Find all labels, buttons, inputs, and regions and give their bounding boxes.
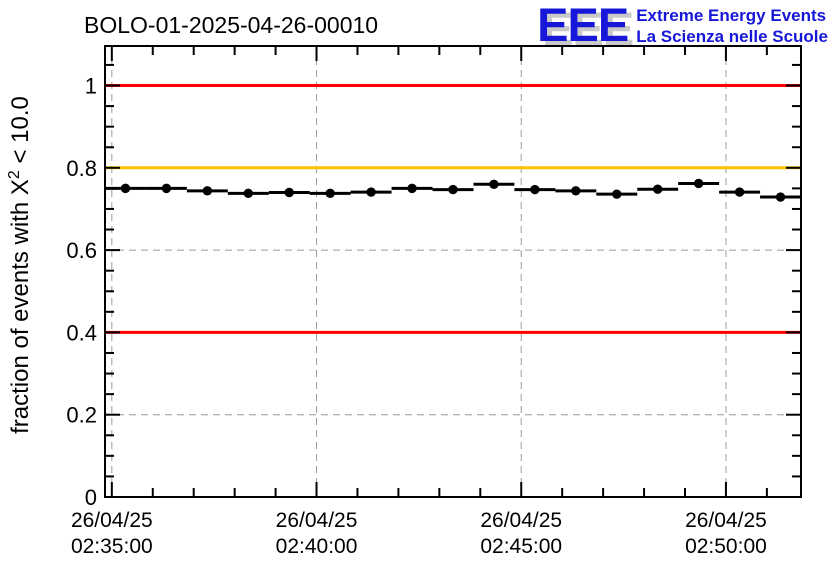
y-tick-label: 0.2 (66, 403, 97, 428)
y-tick-label: 0 (85, 485, 97, 510)
plot-frame (104, 45, 802, 498)
y-tick-label: 0.4 (66, 320, 97, 345)
plot-title: BOLO-01-2025-04-26-00010 (84, 12, 379, 38)
y-tick-label: 0.8 (66, 156, 97, 181)
data-point-marker (612, 189, 622, 199)
y-tick-label: 1 (85, 74, 97, 99)
data-point-marker (530, 184, 540, 195)
x-tick-label-time: 02:35:00 (71, 535, 153, 558)
x-tick-label-time: 02:50:00 (685, 535, 767, 558)
data-point-marker (120, 183, 131, 194)
data-point-marker (489, 179, 499, 189)
x-tick-label-date: 26/04/25 (480, 509, 562, 532)
eee-logo-line2: La Scienza nelle Scuole (636, 27, 828, 46)
y-tick-label: 0.6 (66, 238, 97, 263)
data-point-marker (571, 186, 581, 196)
x-tick-label-date: 26/04/25 (71, 509, 153, 532)
x-tick-label-time: 02:40:00 (276, 535, 358, 558)
x-tick-label-date: 26/04/25 (685, 509, 767, 532)
eee-logo: EEE Extreme Energy Events La Scienza nel… (537, 0, 828, 51)
data-point-marker (693, 178, 704, 189)
eee-logo-acronym: EEE (537, 0, 629, 51)
data-point-marker (366, 187, 376, 197)
y-axis-title: fraction of events with X2 < 10.0 (6, 96, 34, 434)
data-point-marker (325, 188, 335, 199)
data-point-marker (653, 184, 663, 194)
data-point-marker (407, 183, 417, 194)
data-point-marker (243, 188, 253, 199)
data-point-marker (202, 186, 213, 196)
x-tick-label-date: 26/04/25 (276, 509, 358, 532)
x-tick-label-time: 02:45:00 (480, 535, 562, 558)
data-point-marker (284, 187, 294, 198)
data-point-marker (161, 183, 172, 194)
data-point-marker (775, 192, 786, 202)
data-point-marker (448, 184, 458, 195)
data-point-marker (734, 187, 745, 197)
eee-logo-line1: Extreme Energy Events (636, 6, 827, 25)
